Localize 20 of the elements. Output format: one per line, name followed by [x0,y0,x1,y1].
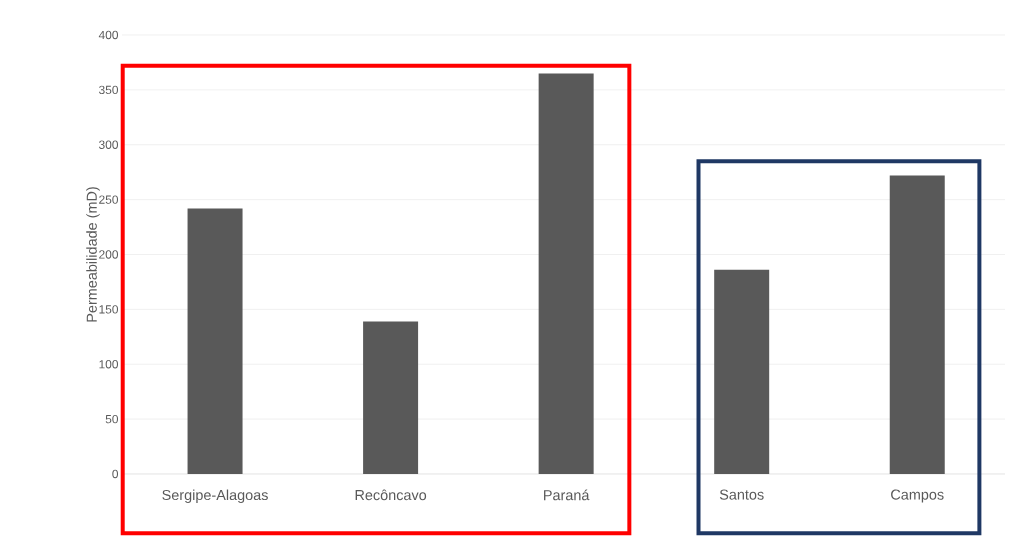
y-axis-title: Permeabilidade (mD) [86,187,100,322]
y-tick-label: 200 [99,250,119,259]
y-tick-label: 0 [112,469,119,479]
x-tick-label: Campos [891,489,944,503]
y-tick-label: 100 [99,360,119,369]
y-tick-label: 300 [99,140,119,149]
bar [187,208,243,474]
y-tick-label: 400 [98,30,119,40]
x-tick-label: Paraná [544,489,590,501]
bar [363,321,419,474]
bar [714,269,770,474]
y-tick-label: 250 [99,195,119,204]
y-tick-label: 350 [99,85,119,95]
bar [889,175,945,474]
x-tick-label: Recôncavo [355,489,427,501]
y-tick-label: 50 [105,414,119,424]
x-tick-label: Santos [719,489,764,500]
y-tick-label: 150 [99,305,119,314]
bar [538,73,594,474]
x-tick-label: Sergipe-Alagoas [162,489,268,503]
